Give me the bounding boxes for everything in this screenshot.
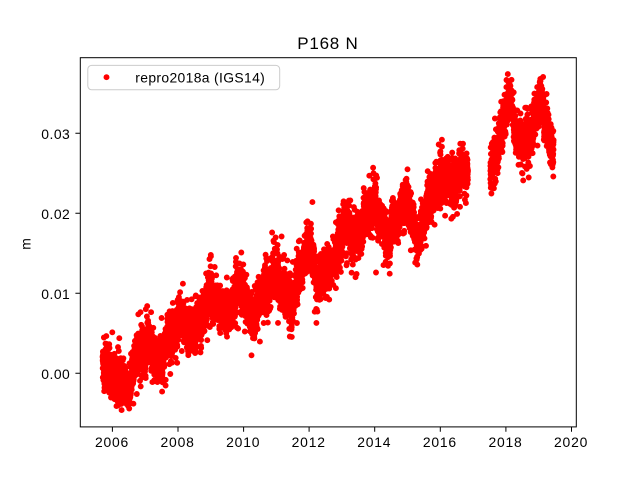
svg-text:2008: 2008 <box>161 434 195 450</box>
svg-text:2012: 2012 <box>292 434 326 450</box>
svg-text:2006: 2006 <box>95 434 129 450</box>
svg-text:0.01: 0.01 <box>41 286 70 302</box>
svg-text:2016: 2016 <box>423 434 457 450</box>
svg-text:0.02: 0.02 <box>41 206 70 222</box>
svg-text:repro2018a (IGS14): repro2018a (IGS14) <box>135 69 265 85</box>
svg-text:P168 N: P168 N <box>297 34 358 53</box>
svg-text:2018: 2018 <box>488 434 522 450</box>
svg-text:0.00: 0.00 <box>41 366 70 382</box>
svg-text:2020: 2020 <box>554 434 588 450</box>
svg-text:m: m <box>18 238 34 250</box>
svg-text:0.03: 0.03 <box>41 126 70 142</box>
svg-text:2010: 2010 <box>226 434 260 450</box>
svg-text:2014: 2014 <box>357 434 391 450</box>
